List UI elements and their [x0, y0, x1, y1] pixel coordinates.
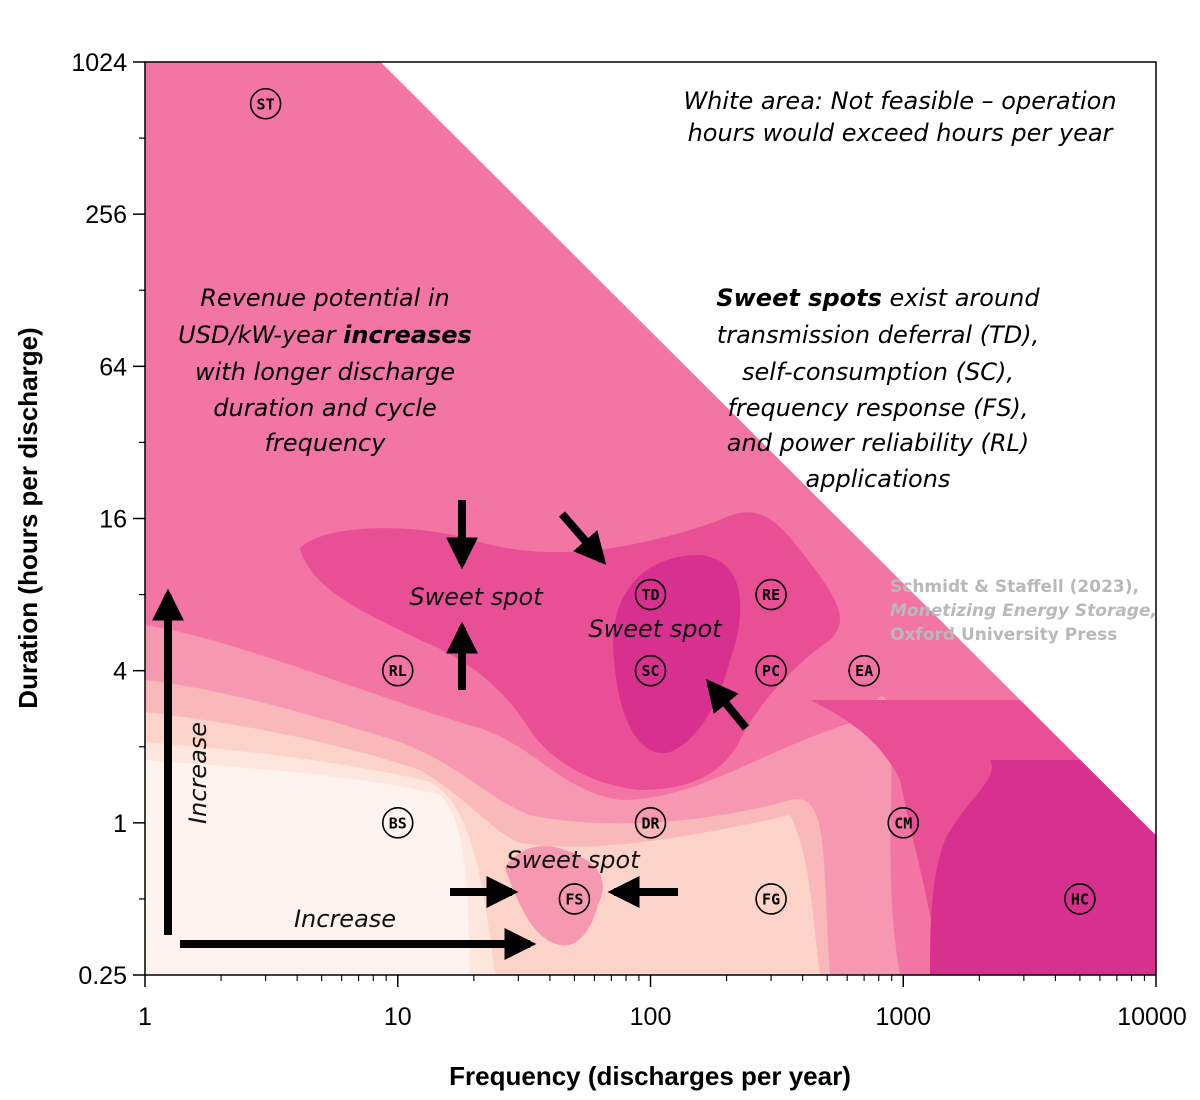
application-marker-fg: FG [755, 883, 787, 915]
application-marker-sc: SC [634, 654, 667, 687]
y-tick-label: 256 [85, 201, 127, 229]
application-marker-re: RE [755, 578, 787, 611]
x-tick-label: 1000 [875, 1003, 931, 1031]
x-tick-label: 1 [138, 1003, 152, 1031]
application-circle [381, 807, 414, 839]
application-label: RL [389, 662, 407, 680]
application-circle [634, 578, 667, 611]
application-markers: ST RL BS TD SC DR FS RE PC FG EA CM HC [249, 87, 1096, 915]
application-marker-cm: CM [887, 807, 920, 839]
sweet-spots-note-line3: self-consumption (SC), [742, 358, 1014, 386]
sweet-spot-label-right: Sweet spot [588, 615, 723, 643]
application-label: EA [855, 662, 873, 680]
credit-line2: Monetizing Energy Storage, [890, 601, 1157, 621]
revenue-note-line1: Revenue potential in [200, 284, 450, 312]
increase-label-horizontal: Increase [294, 905, 396, 933]
revenue-note-line3: with longer discharge [195, 358, 455, 386]
sweet-spots-bold: Sweet spots [716, 284, 882, 312]
sweet-spot-label-bottom: Sweet spot [506, 846, 641, 874]
application-circle [755, 654, 787, 687]
white-area-note-line2: hours would exceed hours per year [688, 119, 1115, 147]
application-label: BS [389, 814, 407, 832]
application-marker-bs: BS [381, 807, 414, 839]
application-label: HC [1071, 890, 1089, 908]
revenue-note-increases: increases [343, 321, 472, 349]
application-circle [755, 883, 787, 915]
application-marker-td: TD [634, 578, 667, 611]
application-label: SC [641, 662, 659, 680]
arrow-diag-down-right [558, 511, 607, 565]
arrow-diag-up-left [705, 679, 750, 731]
revenue-note: Revenue potential in USD/kW-year increas… [178, 284, 472, 457]
arrows [152, 500, 750, 960]
sweet-spot-label-left: Sweet spot [409, 583, 544, 611]
application-marker-st: ST [249, 87, 282, 120]
application-label: PC [762, 662, 780, 680]
y-tick-label: 64 [99, 353, 127, 381]
x-axis-title: Frequency (discharges per year) [449, 1061, 851, 1091]
application-circle [848, 654, 880, 687]
application-circle [755, 578, 787, 611]
revenue-note-line5: frequency [265, 429, 387, 457]
sweet-spots-note: Sweet spots exist around transmission de… [716, 284, 1040, 493]
sweet-spots-note-line2: transmission deferral (TD), [717, 321, 1039, 349]
application-label: TD [641, 586, 659, 604]
application-circle [381, 654, 414, 687]
revenue-note-line2-a: USD/kW-year [178, 321, 343, 349]
white-area-note: White area: Not feasible – operation hou… [683, 87, 1116, 147]
y-axis-title: Duration (hours per discharge) [13, 327, 43, 708]
credit-line1: Schmidt & Staffell (2023), [890, 577, 1139, 597]
white-area-note-line1: White area: Not feasible – operation [683, 87, 1116, 115]
sweet-spots-note-line6: applications [806, 465, 951, 493]
application-label: RE [762, 586, 780, 604]
x-tick-label: 10000 [1117, 1003, 1187, 1031]
application-marker-dr: DR [634, 807, 667, 839]
revenue-note-line4: duration and cycle [213, 394, 436, 422]
y-tick-label: 16 [99, 506, 127, 534]
sweet-spots-note-line5: and power reliability (RL) [727, 429, 1030, 457]
application-marker-fs: FS [558, 883, 591, 915]
application-label: FS [565, 890, 583, 908]
infeasible-white-area [380, 62, 1156, 836]
application-marker-ea: EA [848, 654, 880, 687]
application-label: CM [894, 814, 912, 832]
application-marker-hc: HC [1064, 883, 1096, 915]
x-tick-label: 10 [384, 1003, 412, 1031]
application-circle [1064, 883, 1096, 915]
y-axis: 0.25 1 4 16 64 256 1024 [71, 49, 145, 990]
y-tick-label: 4 [113, 658, 127, 686]
credit: Schmidt & Staffell (2023), Monetizing En… [890, 577, 1157, 645]
application-circle [249, 87, 282, 120]
sweet-spots-line1-rest: exist around [882, 284, 1040, 312]
y-tick-label: 0.25 [78, 962, 127, 990]
contour-level-8-edge [930, 760, 1156, 975]
x-axis: 1 10 100 1000 10000 [138, 975, 1187, 1031]
application-circle [634, 654, 667, 687]
sweet-spots-note-line1: Sweet spots exist around [716, 284, 1040, 312]
application-label: FG [762, 890, 780, 908]
application-circle [887, 807, 920, 839]
sweet-spots-note-line4: frequency response (FS), [727, 394, 1028, 422]
x-tick-label: 100 [630, 1003, 672, 1031]
application-circle [634, 807, 667, 839]
y-tick-label: 1024 [71, 49, 127, 77]
contour-level-1 [145, 760, 470, 975]
revenue-contour-field [145, 62, 1156, 975]
application-label: DR [641, 814, 660, 832]
application-marker-pc: PC [755, 654, 787, 687]
increase-label-vertical: Increase [184, 722, 212, 824]
application-label: ST [257, 95, 275, 113]
application-marker-rl: RL [381, 654, 414, 687]
credit-line3: Oxford University Press [890, 625, 1117, 645]
y-tick-label: 1 [113, 810, 127, 838]
application-circle [558, 883, 591, 915]
revenue-note-line2: USD/kW-year increases [178, 321, 472, 349]
contour-fs-dip [505, 846, 603, 946]
